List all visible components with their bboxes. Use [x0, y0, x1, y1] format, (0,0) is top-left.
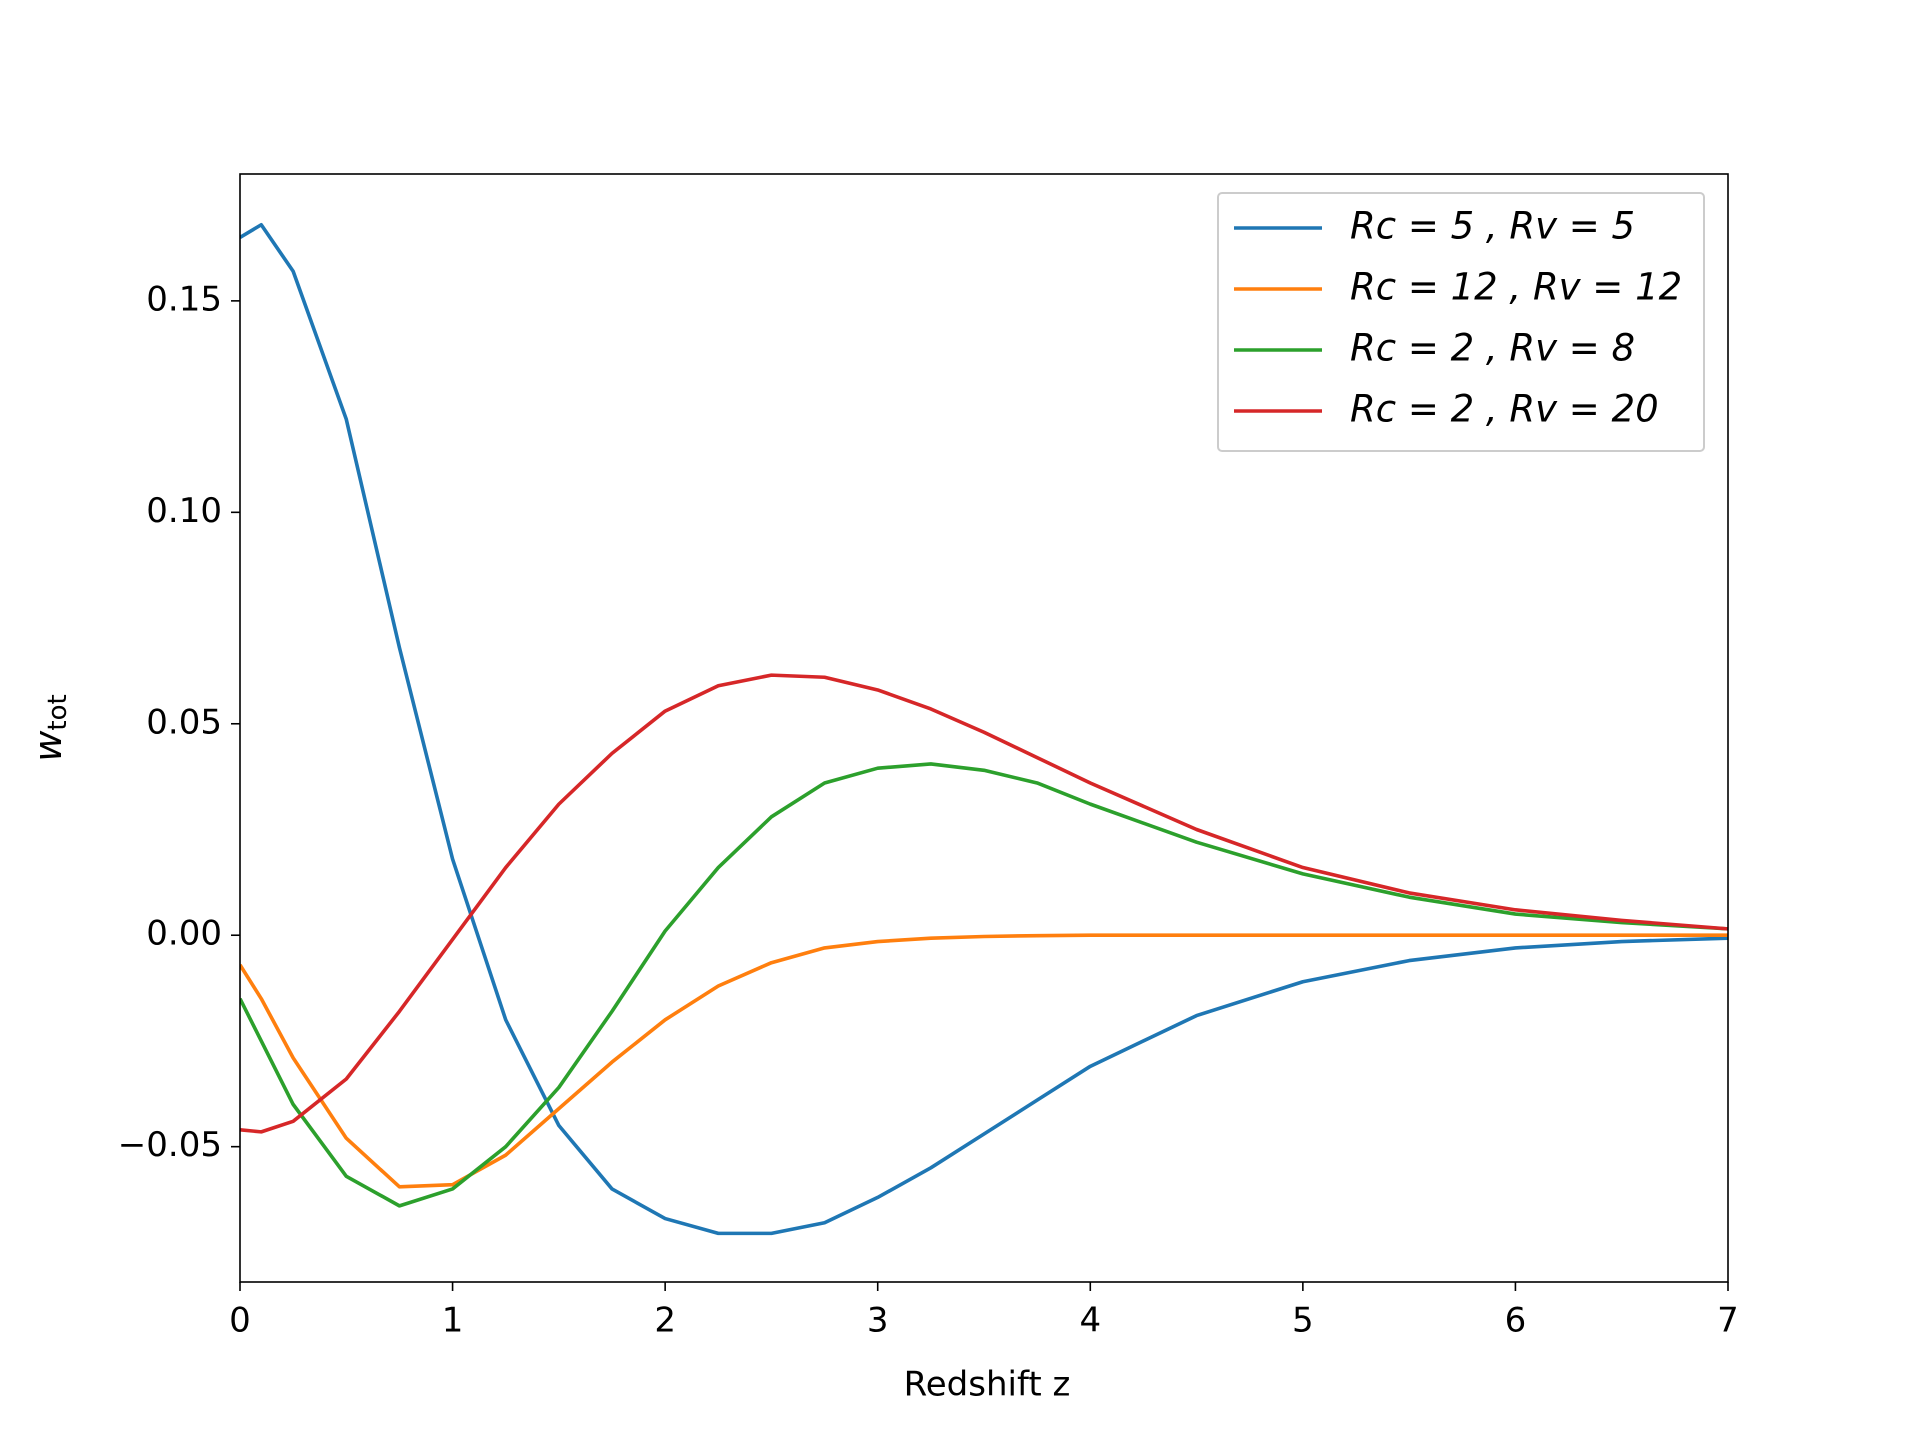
- x-axis-label: Redshift z: [904, 1365, 1071, 1405]
- x-tick-label: 6: [1505, 1301, 1527, 1341]
- legend-label: Rc = 5 , Rv = 5: [1350, 205, 1635, 248]
- x-tick-label: 2: [654, 1301, 676, 1341]
- series-line: [240, 933, 1728, 1189]
- y-tick-label: 0.00: [146, 914, 222, 954]
- y-label-main: w: [26, 730, 70, 762]
- y-tick-label: 0.10: [146, 491, 222, 531]
- series-line: [240, 762, 1728, 1208]
- series-line: [240, 222, 1728, 1236]
- y-tick-label: 0.05: [146, 702, 222, 742]
- plot-frame: [239, 173, 1729, 1283]
- x-tick-label: 1: [442, 1301, 464, 1341]
- legend-label: Rc = 2 , Rv = 8: [1350, 327, 1635, 370]
- x-tick-label: 5: [1292, 1301, 1314, 1341]
- legend-label: Rc = 2 , Rv = 20: [1350, 388, 1659, 431]
- legend-label: Rc = 12 , Rv = 12: [1350, 266, 1682, 309]
- legend-box: [1217, 192, 1705, 452]
- x-tick-label: 3: [867, 1301, 889, 1341]
- x-tick-label: 7: [1717, 1301, 1739, 1341]
- y-axis-label: wtot: [26, 694, 73, 761]
- y-tick-label: 0.15: [146, 279, 222, 319]
- x-tick-label: 4: [1079, 1301, 1101, 1341]
- series-line: [240, 673, 1728, 1134]
- y-label-sub: tot: [43, 694, 73, 730]
- x-tick-label: 0: [229, 1301, 251, 1341]
- y-tick-label: −0.05: [118, 1125, 222, 1165]
